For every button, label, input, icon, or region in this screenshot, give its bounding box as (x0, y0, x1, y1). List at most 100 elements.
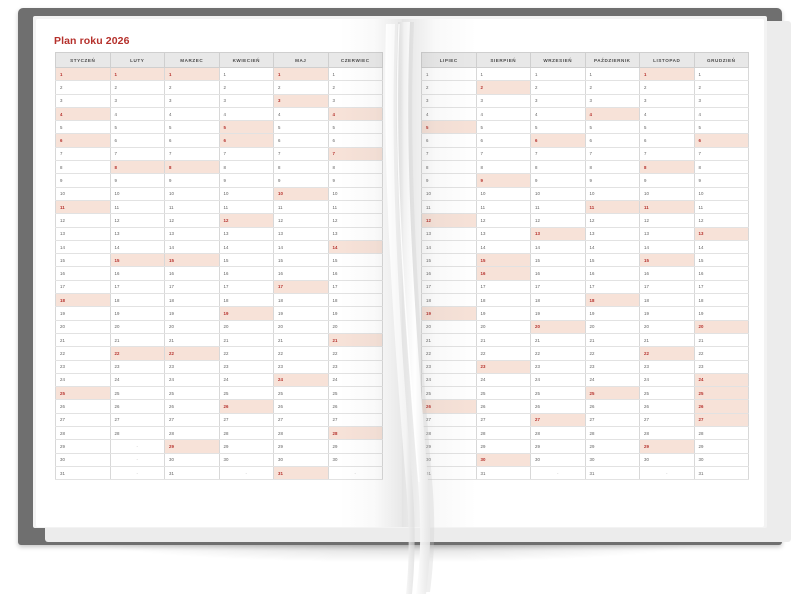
day-cell-highlighted[interactable]: 1 (55, 67, 111, 82)
day-cell[interactable]: 21 (693, 333, 749, 348)
day-cell[interactable]: 9 (584, 173, 640, 188)
day-cell[interactable]: 29 (327, 439, 383, 454)
day-cell[interactable]: 1 (218, 67, 274, 82)
day-cell[interactable]: 7 (693, 147, 749, 162)
day-cell[interactable]: 9 (327, 173, 383, 188)
day-cell[interactable]: 28 (164, 426, 220, 441)
day-cell[interactable]: 12 (584, 213, 640, 228)
day-cell[interactable]: 30 (639, 453, 695, 467)
day-cell[interactable]: 6 (421, 133, 477, 148)
day-cell[interactable]: 25 (327, 386, 383, 401)
day-cell[interactable]: 14 (164, 240, 220, 255)
day-cell[interactable]: 24 (55, 373, 111, 388)
day-cell-highlighted[interactable]: 22 (164, 346, 220, 361)
day-cell-highlighted[interactable]: 15 (639, 253, 695, 268)
day-cell[interactable]: 29 (584, 439, 640, 454)
day-cell[interactable]: 13 (639, 227, 695, 241)
day-cell[interactable]: 3 (55, 94, 111, 108)
day-cell-highlighted[interactable]: 29 (164, 439, 220, 454)
day-cell-highlighted[interactable]: 6 (55, 133, 111, 148)
day-cell[interactable]: 27 (55, 413, 111, 428)
day-cell[interactable]: 1 (530, 67, 586, 82)
day-cell[interactable]: 26 (475, 399, 531, 414)
day-cell[interactable]: 13 (273, 227, 329, 241)
day-cell[interactable]: 29 (530, 439, 586, 454)
day-cell[interactable]: 10 (218, 187, 274, 201)
day-cell[interactable]: 21 (218, 333, 274, 348)
day-cell-highlighted[interactable]: 23 (475, 360, 531, 374)
day-cell[interactable]: 5 (109, 120, 165, 135)
day-cell[interactable]: 22 (530, 346, 586, 361)
day-cell[interactable]: 21 (475, 333, 531, 348)
day-cell[interactable]: 28 (639, 426, 695, 441)
day-cell[interactable]: 4 (109, 107, 165, 122)
day-cell[interactable]: 19 (530, 306, 586, 321)
day-cell[interactable]: 4 (475, 107, 531, 122)
day-cell[interactable]: 10 (639, 187, 695, 201)
day-cell[interactable]: 13 (218, 227, 274, 241)
day-cell[interactable]: 22 (421, 346, 477, 361)
day-cell[interactable]: 26 (639, 399, 695, 414)
day-cell[interactable]: 16 (327, 266, 383, 281)
day-cell-highlighted[interactable]: 18 (584, 293, 640, 308)
day-cell[interactable]: 5 (639, 120, 695, 135)
day-cell[interactable]: 26 (55, 399, 111, 414)
day-cell[interactable]: 19 (475, 306, 531, 321)
day-cell-highlighted[interactable]: 4 (55, 107, 111, 122)
day-cell-highlighted[interactable]: 14 (327, 240, 383, 255)
day-cell[interactable]: 29 (218, 439, 274, 454)
day-cell[interactable]: 12 (55, 213, 111, 228)
day-cell[interactable]: 11 (693, 200, 749, 215)
day-cell[interactable]: 9 (273, 173, 329, 188)
day-cell-highlighted[interactable]: 20 (693, 320, 749, 334)
day-cell[interactable]: 23 (639, 360, 695, 374)
day-cell-highlighted[interactable]: 18 (55, 293, 111, 308)
day-cell-highlighted[interactable]: 27 (530, 413, 586, 428)
day-cell[interactable]: 14 (55, 240, 111, 255)
day-cell[interactable]: 21 (421, 333, 477, 348)
day-cell[interactable]: 4 (693, 107, 749, 122)
day-cell[interactable]: 18 (109, 293, 165, 308)
day-cell[interactable]: 20 (273, 320, 329, 334)
day-cell-highlighted[interactable]: 11 (639, 200, 695, 215)
day-cell[interactable]: 13 (327, 227, 383, 241)
day-cell[interactable]: 25 (475, 386, 531, 401)
day-cell-highlighted[interactable]: 30 (475, 453, 531, 467)
day-cell[interactable]: 22 (475, 346, 531, 361)
day-cell[interactable]: 31 (475, 466, 531, 481)
day-cell-highlighted[interactable]: 3 (273, 94, 329, 108)
month-header-grudzień[interactable]: GRUDZIEŃ (693, 52, 749, 68)
day-cell[interactable]: 21 (273, 333, 329, 348)
day-cell[interactable]: 16 (273, 266, 329, 281)
day-cell[interactable]: 3 (530, 94, 586, 108)
day-cell-highlighted[interactable]: 4 (327, 107, 383, 122)
day-cell[interactable]: 17 (327, 280, 383, 295)
day-cell[interactable]: 20 (421, 320, 477, 334)
day-cell[interactable]: 31 (164, 466, 220, 481)
day-cell[interactable]: 10 (327, 187, 383, 201)
day-cell[interactable]: 30 (327, 453, 383, 467)
day-cell[interactable]: 8 (421, 160, 477, 175)
day-cell[interactable]: 11 (109, 200, 165, 215)
day-cell[interactable]: 25 (218, 386, 274, 401)
day-cell[interactable]: 18 (327, 293, 383, 308)
day-cell[interactable]: 24 (327, 373, 383, 388)
day-cell[interactable]: 9 (693, 173, 749, 188)
day-cell[interactable]: 8 (584, 160, 640, 175)
day-cell[interactable]: 14 (421, 240, 477, 255)
day-cell[interactable]: 20 (327, 320, 383, 334)
day-cell-highlighted[interactable]: 12 (421, 213, 477, 228)
day-cell[interactable]: 2 (530, 80, 586, 95)
day-cell[interactable]: 5 (327, 120, 383, 135)
day-cell-highlighted[interactable]: 11 (55, 200, 111, 215)
day-cell[interactable]: 17 (530, 280, 586, 295)
day-cell[interactable]: 27 (639, 413, 695, 428)
day-cell[interactable]: 1 (327, 67, 383, 82)
day-cell[interactable]: 19 (55, 306, 111, 321)
day-cell[interactable]: 2 (693, 80, 749, 95)
day-cell[interactable]: 31 (55, 466, 111, 481)
day-cell[interactable]: 20 (639, 320, 695, 334)
day-cell[interactable]: 18 (693, 293, 749, 308)
day-cell[interactable]: 28 (218, 426, 274, 441)
day-cell-highlighted[interactable]: 5 (421, 120, 477, 135)
